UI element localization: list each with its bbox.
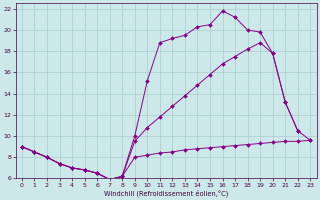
X-axis label: Windchill (Refroidissement éolien,°C): Windchill (Refroidissement éolien,°C)	[104, 189, 228, 197]
